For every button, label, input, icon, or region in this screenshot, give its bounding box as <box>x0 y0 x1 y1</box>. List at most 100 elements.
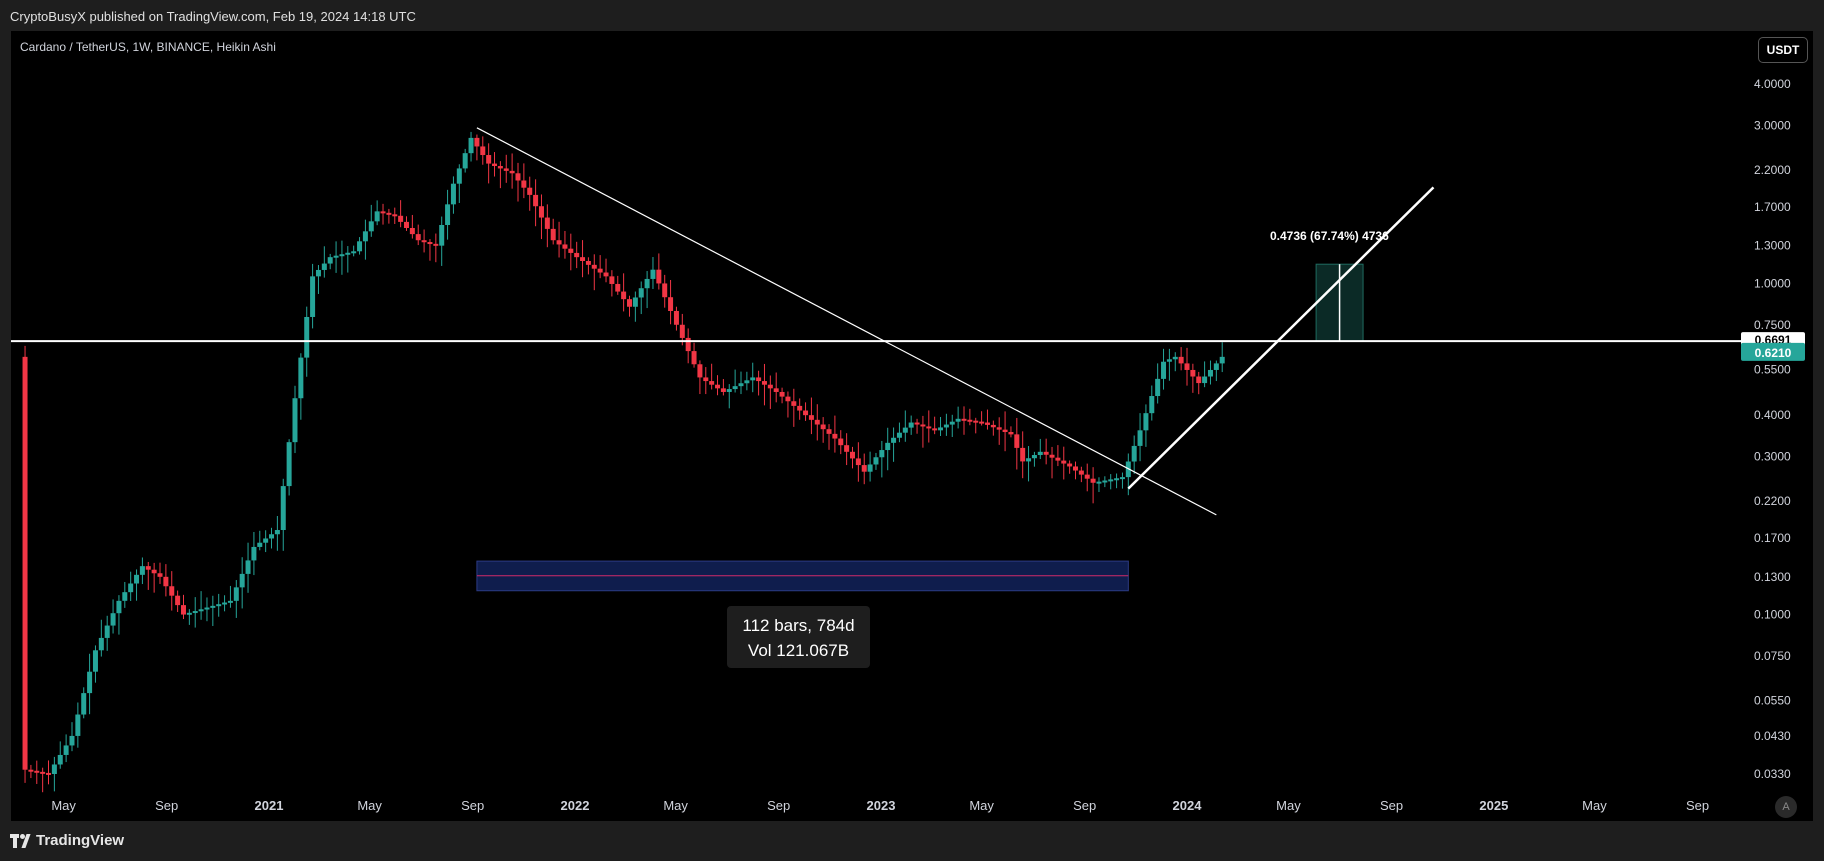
candle-body <box>703 377 709 382</box>
candle-body <box>1090 478 1096 483</box>
candle-body <box>169 586 175 596</box>
candle-body <box>233 587 239 601</box>
candle-body <box>1202 376 1208 384</box>
candle-body <box>914 422 920 425</box>
candle-body <box>726 389 732 392</box>
candle-body <box>849 451 855 459</box>
candle-body <box>462 153 468 169</box>
candle-body <box>427 242 433 245</box>
candle-body <box>750 377 756 381</box>
y-tick-label: 0.5500 <box>1754 362 1791 376</box>
candle-body <box>1055 457 1061 461</box>
candle-body <box>1037 451 1043 456</box>
candle-body <box>1108 479 1114 482</box>
chart-area[interactable]: 4.0000 3.0000 2.2000 1.7000 1.3000 1.0000 0.75… <box>11 31 1813 821</box>
last-price-label: 0.6210 <box>1755 346 1792 360</box>
candle-body <box>304 316 310 358</box>
candle-body <box>222 602 228 605</box>
candle-body <box>398 215 404 222</box>
y-tick-label: 1.7000 <box>1754 200 1791 214</box>
x-tick-label: Sep <box>461 798 484 813</box>
candle-body <box>1002 429 1008 433</box>
x-tick-label: May <box>1582 798 1607 813</box>
candle-body <box>808 415 814 420</box>
candle-body <box>134 574 140 584</box>
y-tick-label: 0.0550 <box>1754 694 1791 708</box>
footer-bar <box>0 822 1824 861</box>
downtrend-trendline <box>476 127 1217 516</box>
candle-body <box>175 595 181 606</box>
candle-body <box>456 168 462 184</box>
y-tick-label: 0.0750 <box>1754 649 1791 663</box>
candle-body <box>1207 369 1213 377</box>
candle-body <box>973 420 979 423</box>
candle-body <box>104 625 110 638</box>
candle-body <box>826 429 832 434</box>
candle-body <box>474 137 480 147</box>
candle-body <box>380 211 386 214</box>
candle-body <box>374 211 380 222</box>
candle-body <box>615 283 621 292</box>
candle-body <box>908 422 914 428</box>
y-tick-label: 0.0330 <box>1754 767 1791 781</box>
candle-body <box>597 268 603 273</box>
date-range-tooltip: 112 bars, 784d Vol 121.067B <box>727 606 870 668</box>
candle-body <box>1078 470 1084 475</box>
y-tick-label: 3.0000 <box>1754 118 1791 132</box>
candle-body <box>345 252 351 255</box>
candle-body <box>1119 477 1125 480</box>
candle-body <box>298 357 304 399</box>
candle-body <box>1084 474 1090 479</box>
y-tick-label: 0.3000 <box>1754 450 1791 464</box>
candle-body <box>333 255 339 258</box>
x-tick-label: 2022 <box>561 798 590 813</box>
candle-body <box>1196 376 1202 384</box>
tradingview-logo[interactable]: TradingView <box>10 832 124 849</box>
candle-body <box>955 418 961 422</box>
x-tick-label: Sep <box>1380 798 1403 813</box>
candle-body <box>538 206 544 218</box>
candle-body <box>57 754 63 765</box>
candle-body <box>110 613 116 626</box>
candle-body <box>339 254 345 257</box>
candle-body <box>820 424 826 430</box>
candle-body <box>40 771 46 774</box>
candle-body <box>139 566 145 575</box>
candle-body <box>1043 451 1049 455</box>
candle-body <box>63 745 69 755</box>
candle-body <box>803 410 809 416</box>
candle-body <box>280 486 286 531</box>
candle-body <box>1131 445 1137 462</box>
candle-body <box>1172 356 1178 360</box>
candle-body <box>210 605 216 608</box>
auto-scale-button[interactable]: A <box>1775 796 1797 818</box>
candle-body <box>1143 413 1149 431</box>
candle-body <box>310 276 316 317</box>
candle-body <box>157 573 163 577</box>
candle-body <box>216 604 222 607</box>
candle-body <box>321 263 327 270</box>
candle-body <box>556 240 562 245</box>
candle-body <box>286 442 292 487</box>
candle-body <box>468 137 474 154</box>
price-range-label: 0.4736 (67.74%) 4736 <box>1270 229 1389 243</box>
candle-body <box>198 609 204 612</box>
publish-header: CryptoBusyX published on TradingView.com… <box>0 0 1824 30</box>
candle-body <box>585 261 591 265</box>
candle-body <box>609 276 615 284</box>
candle-body <box>773 388 779 392</box>
candle-body <box>251 546 257 561</box>
currency-button[interactable]: USDT <box>1758 37 1808 63</box>
candle-body <box>503 168 509 171</box>
candle-body <box>1166 359 1172 362</box>
candle-body <box>779 391 785 397</box>
y-tick-label: 0.1700 <box>1754 531 1791 545</box>
price-chart[interactable]: 4.0000 3.0000 2.2000 1.7000 1.3000 1.0000 0.75… <box>11 31 1813 821</box>
candle-body <box>368 221 374 232</box>
x-tick-label: 2023 <box>867 798 896 813</box>
x-tick-label: Sep <box>1686 798 1709 813</box>
candle-body <box>492 163 498 167</box>
candle-body <box>1096 481 1102 484</box>
candle-body <box>984 422 990 425</box>
candle-body <box>28 769 34 772</box>
